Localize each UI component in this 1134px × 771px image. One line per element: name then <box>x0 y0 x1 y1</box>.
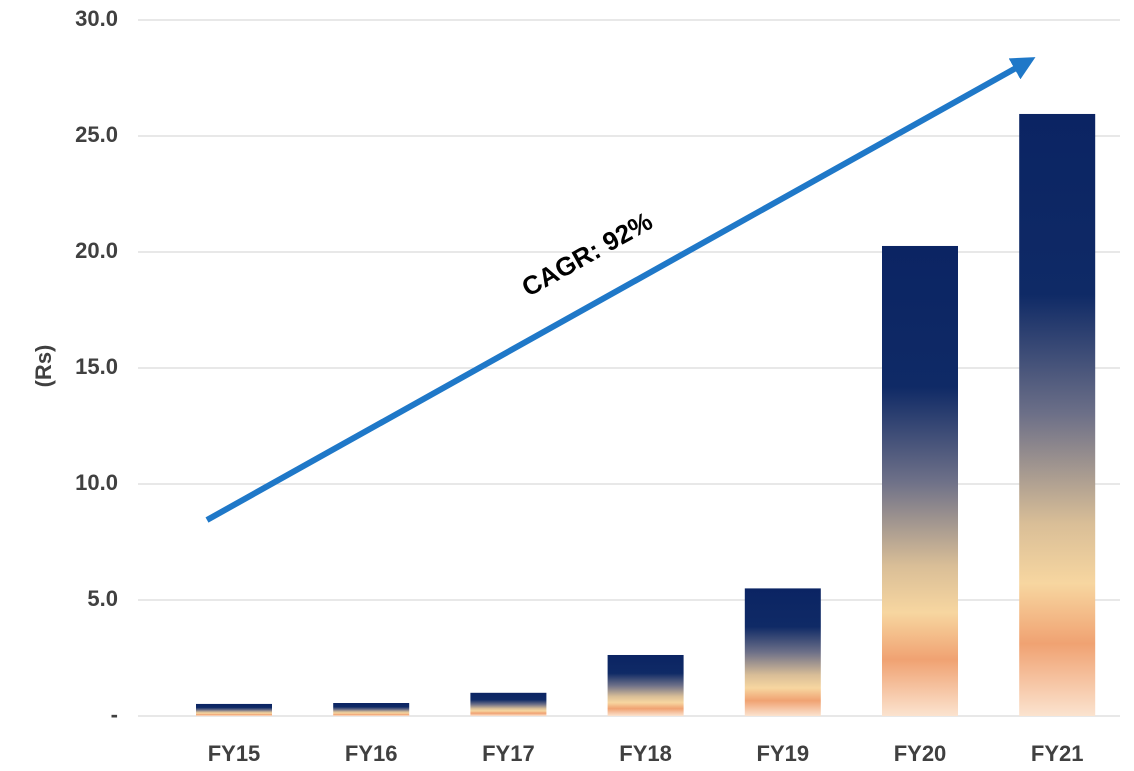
y-tick-label: - <box>111 702 118 727</box>
y-tick-label: 5.0 <box>87 586 118 611</box>
y-tick-label: 25.0 <box>75 122 118 147</box>
x-tick-label: FY15 <box>208 741 261 766</box>
y-tick-label: 30.0 <box>75 6 118 31</box>
x-tick-label: FY20 <box>894 741 947 766</box>
trend-arrow <box>205 57 1036 523</box>
y-axis-label: (Rs) <box>31 345 56 388</box>
bar <box>196 703 272 716</box>
x-tick-label: FY21 <box>1031 741 1084 766</box>
bar <box>744 588 821 716</box>
bar <box>470 692 547 716</box>
x-tick-label: FY18 <box>619 741 672 766</box>
bar <box>1019 113 1096 716</box>
bar <box>607 654 684 716</box>
annotation: CAGR: 92% <box>517 206 658 303</box>
bar <box>882 245 958 716</box>
x-tick-label: FY16 <box>345 741 398 766</box>
y-tick-label: 10.0 <box>75 470 118 495</box>
y-tick-label: 20.0 <box>75 238 118 263</box>
bar <box>333 703 410 716</box>
y-tick-label: 15.0 <box>75 354 118 379</box>
x-tick-label: FY19 <box>757 741 810 766</box>
x-tick-label: FY17 <box>482 741 535 766</box>
